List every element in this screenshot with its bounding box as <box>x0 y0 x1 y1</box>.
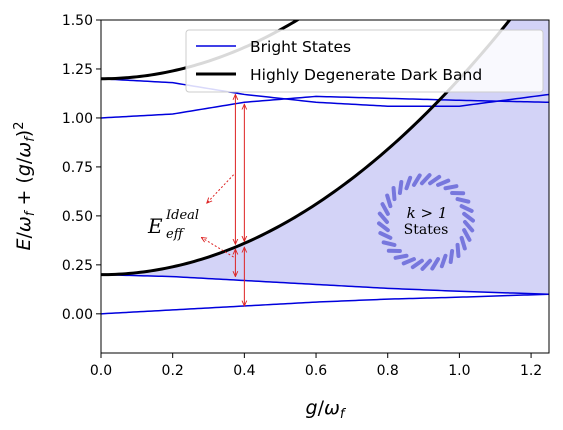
y-ticks: 0.00 0.25 0.50 0.75 1.00 1.25 1.50 <box>62 13 101 323</box>
k-states-hatch <box>443 184 459 191</box>
y-tick-label: 1.00 <box>62 111 93 127</box>
k-states-hatch <box>410 258 424 270</box>
k-states-hatch <box>455 242 461 258</box>
k-states-hatch <box>377 211 389 224</box>
k-states-hatch <box>430 257 441 271</box>
x-tick-label: 0.6 <box>305 363 327 379</box>
k-states-hatch <box>378 231 393 240</box>
bright-state-line <box>101 273 549 295</box>
e-eff-ideal-label: E Ideal eff <box>147 208 199 242</box>
pointer-arrow <box>207 174 234 203</box>
k-states-hatch <box>419 173 432 186</box>
k-states-hatch <box>391 186 397 202</box>
k-states-hatch <box>455 197 471 204</box>
bright-state-line <box>101 95 549 119</box>
k-states-hatch <box>420 258 433 271</box>
e-eff-sup: Ideal <box>165 208 199 223</box>
plot-area <box>101 20 549 315</box>
arrows <box>201 94 244 306</box>
k-label: k > 1 <box>407 204 448 222</box>
k-states-hatch <box>459 204 474 213</box>
x-tick-label: 0.0 <box>90 363 112 379</box>
x-tick-label: 0.2 <box>162 363 184 379</box>
x-axis-label: g/ωf <box>306 397 347 422</box>
k-states-hatch <box>377 221 390 233</box>
y-tick-label: 0.00 <box>62 307 93 323</box>
legend: Bright States Highly Degenerate Dark Ban… <box>185 29 544 93</box>
k-states-circle <box>377 173 475 271</box>
bright-state-line <box>101 293 549 315</box>
k-states-hatch <box>436 178 451 187</box>
legend-box <box>185 29 544 93</box>
y-tick-label: 1.25 <box>62 62 93 78</box>
x-ticks: 0.0 0.2 0.4 0.6 0.8 1.0 1.2 <box>90 353 542 379</box>
y-tick-label: 0.25 <box>62 258 93 274</box>
series-lines <box>101 20 549 315</box>
shaded-region <box>101 20 549 295</box>
y-tick-label: 0.75 <box>62 160 93 176</box>
k-states-hatch <box>439 253 448 269</box>
k-states-hatch <box>411 173 422 187</box>
bright-state-line <box>101 78 549 107</box>
k-states-hatch <box>448 248 455 264</box>
y-axis-label: E/ωf + (g/ωf)2 <box>12 121 38 250</box>
x-tick-label: 1.2 <box>520 363 542 379</box>
k-states-hatch <box>393 253 409 260</box>
k-states-hatch <box>385 193 393 209</box>
k-states-hatch <box>428 174 442 186</box>
k-states-hatch <box>462 228 472 242</box>
e-eff-sub: eff <box>166 227 186 242</box>
legend-label-bright: Bright States <box>250 38 351 56</box>
k-states-hatch <box>380 202 390 216</box>
y-tick-label: 1.50 <box>62 13 93 29</box>
k-states-hatch <box>459 235 467 251</box>
y-tick-label: 0.50 <box>62 209 93 225</box>
k-states-hatch <box>462 211 475 223</box>
x-tick-label: 0.4 <box>233 363 255 379</box>
e-eff-main: E <box>147 214 163 238</box>
k-states-hatch <box>401 257 416 266</box>
legend-label-dark: Highly Degenerate Dark Band <box>250 66 482 84</box>
plot-frame <box>100 19 550 354</box>
x-tick-label: 1.0 <box>448 363 470 379</box>
k-states-hatch <box>463 220 475 233</box>
k-states-hatch <box>381 240 397 247</box>
k-states-hatch <box>397 180 404 196</box>
states-label: States <box>404 222 449 238</box>
x-tick-label: 0.8 <box>377 363 399 379</box>
k-states-hatch <box>404 175 413 191</box>
